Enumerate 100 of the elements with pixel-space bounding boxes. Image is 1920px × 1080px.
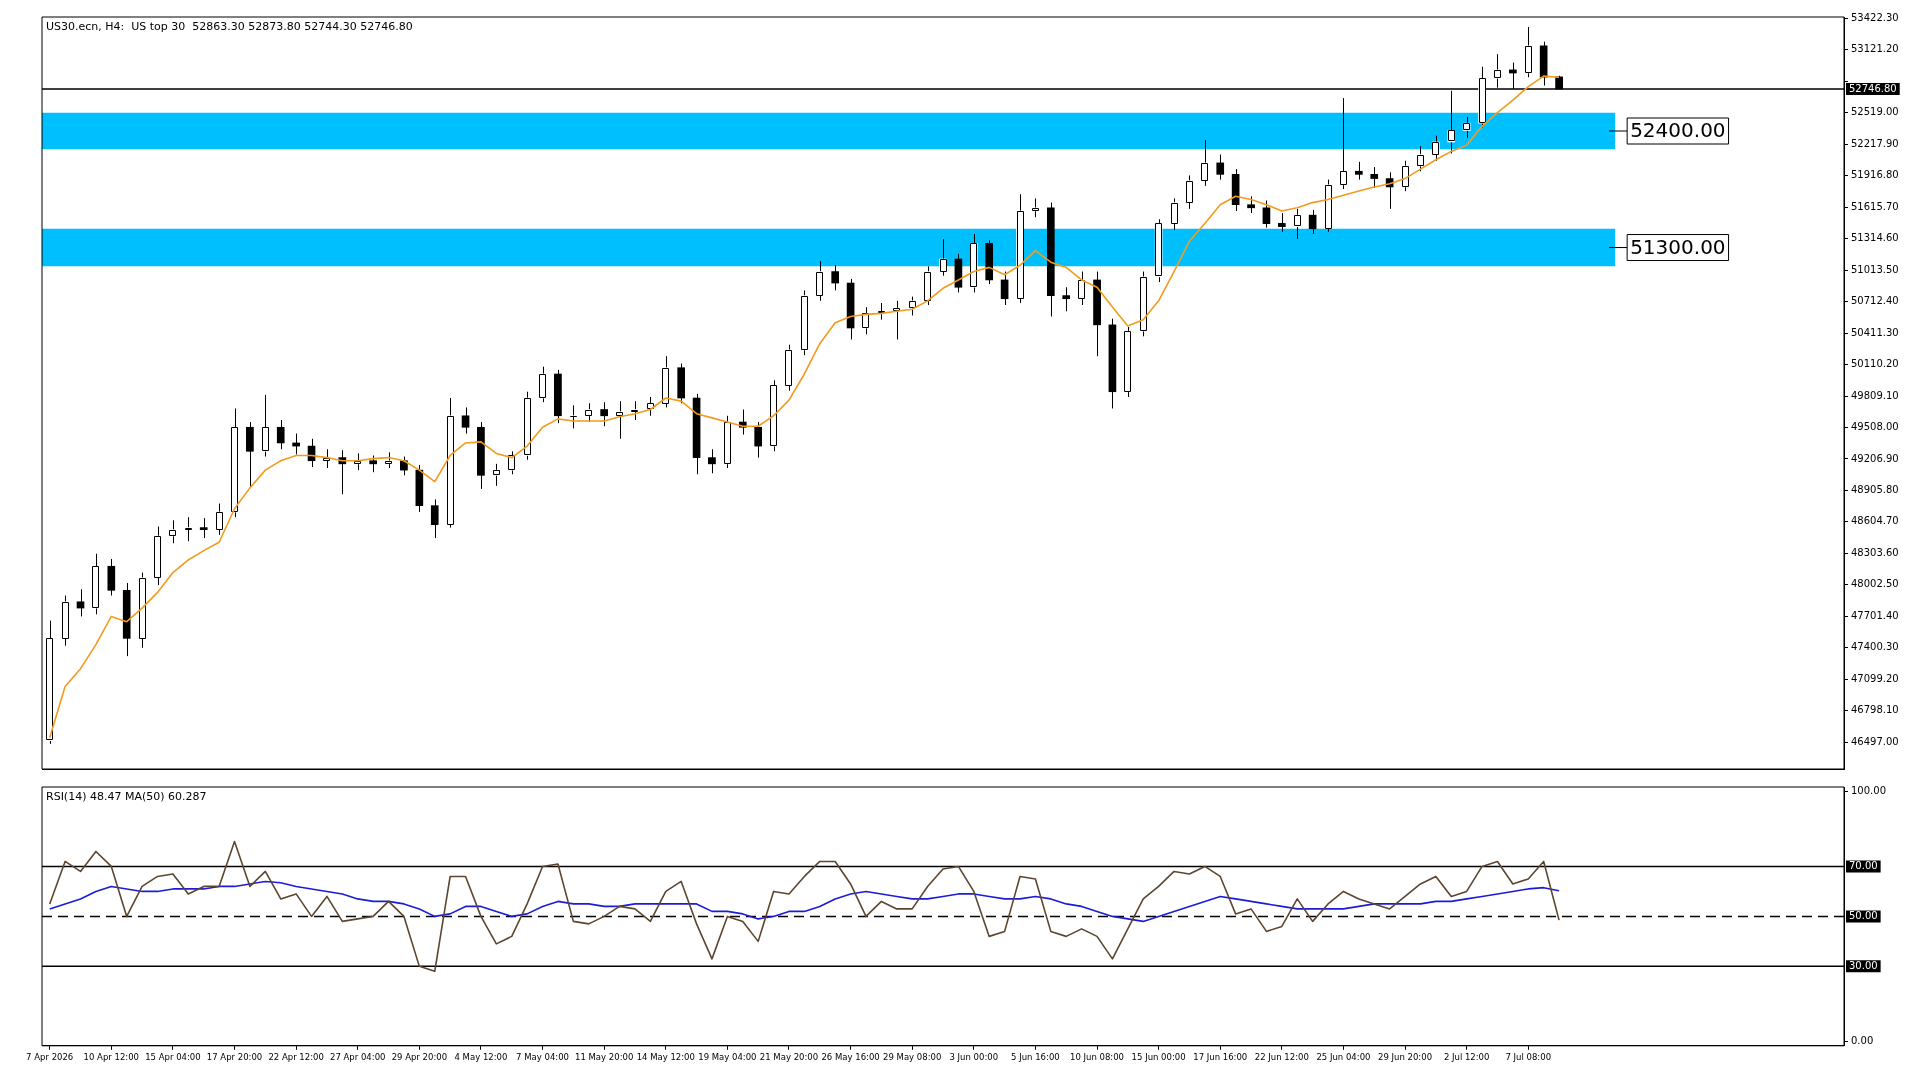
candlestick (631, 400, 639, 421)
y-tick-label: 53422.30 (1851, 12, 1899, 24)
y-tick-label: 51916.80 (1851, 169, 1899, 181)
candlestick (600, 401, 608, 427)
y-tick-label: 46798.10 (1851, 704, 1899, 716)
x-tick-label: 21 May 20:00 (759, 1052, 819, 1063)
x-tick-label: 7 Apr 2026 (26, 1052, 74, 1063)
y-tick-label: 51314.60 (1851, 232, 1899, 244)
y-tick-label: 48002.50 (1851, 578, 1899, 590)
x-tick-label: 11 May 20:00 (575, 1052, 634, 1063)
candlestick (1170, 197, 1178, 231)
candlestick (1432, 135, 1440, 162)
x-tick-label: 7 May 04:00 (516, 1052, 569, 1063)
candlestick (400, 456, 408, 476)
y-tick-label: 51013.50 (1851, 263, 1899, 275)
y-tick-label: 48905.80 (1851, 484, 1899, 496)
candlestick (969, 233, 978, 293)
candlestick (708, 448, 716, 474)
candlestick (45, 620, 54, 745)
candlestick (661, 355, 670, 408)
y-tick-label: 52217.90 (1851, 137, 1899, 149)
x-tick-label: 29 Apr 20:00 (391, 1052, 448, 1063)
candlestick (1216, 154, 1225, 181)
x-tick-label: 29 May 08:00 (883, 1052, 942, 1063)
candlestick (862, 306, 870, 335)
candlestick (908, 296, 917, 316)
x-tick-label: 22 Jun 12:00 (1254, 1052, 1309, 1063)
candlestick (92, 553, 100, 615)
candlestick (815, 260, 824, 302)
y-tick-label: 100.00 (1851, 785, 1886, 797)
y-tick-label: 46497.00 (1851, 735, 1899, 747)
x-tick-label: 15 Apr 04:00 (145, 1052, 201, 1063)
candlestick (276, 419, 285, 450)
x-tick-label: 7 Jul 08:00 (1505, 1052, 1552, 1063)
candlestick (1339, 97, 1348, 190)
candlestick (1262, 200, 1271, 229)
candlestick (76, 588, 85, 617)
x-tick-label: 29 Jun 20:00 (1378, 1052, 1433, 1063)
candlestick (1123, 326, 1132, 398)
candlestick (1077, 271, 1086, 306)
candlestick (246, 421, 254, 489)
candlestick (1462, 116, 1471, 139)
y-tick-label: 48303.60 (1851, 546, 1899, 558)
candlestick (292, 433, 300, 455)
candlestick (184, 516, 193, 542)
candlestick (153, 526, 162, 586)
candlestick (430, 498, 439, 539)
ref-line-label: 70.00 (1849, 860, 1878, 872)
band-label: 51300.00 (1630, 234, 1726, 259)
candlestick (831, 264, 840, 291)
ref-line-label: 30.00 (1849, 959, 1878, 971)
band-label: 52400.00 (1630, 118, 1726, 143)
candlestick (1062, 286, 1071, 312)
candlestick (1401, 160, 1409, 192)
y-tick-label: 47400.30 (1851, 641, 1899, 653)
candlestick (615, 400, 624, 440)
candlestick (939, 238, 947, 277)
y-tick-label: 50411.30 (1851, 326, 1899, 338)
x-tick-label: 15 Jun 00:00 (1131, 1052, 1186, 1063)
candlestick (1293, 208, 1302, 240)
candlestick (1539, 41, 1548, 87)
y-tick-label: 47701.40 (1851, 609, 1899, 621)
candlestick (785, 344, 793, 392)
x-tick-label: 14 May 12:00 (636, 1052, 695, 1063)
candlestick (769, 379, 778, 452)
candlestick (199, 517, 208, 539)
x-tick-label: 4 May 12:00 (454, 1052, 508, 1063)
candlestick (507, 450, 516, 475)
x-tick-label: 17 Apr 20:00 (206, 1052, 263, 1063)
x-tick-label: 2 Jul 12:00 (1443, 1052, 1490, 1063)
y-tick-label: 52519.00 (1851, 106, 1899, 118)
candlestick (230, 407, 239, 518)
candlestick (923, 265, 932, 306)
candlestick (215, 503, 223, 536)
y-tick-label: 49206.90 (1851, 452, 1899, 464)
candlestick (1308, 209, 1317, 235)
candlestick (1370, 166, 1379, 189)
x-tick-label: 3 Jun 00:00 (949, 1052, 999, 1063)
ref-line-label: 50.00 (1849, 909, 1878, 921)
x-tick-label: 19 May 04:00 (698, 1052, 757, 1063)
y-tick-label: 47099.20 (1851, 672, 1899, 684)
chart-title: US30.ecn, H4: US top 30 52863.30 52873.80 52744.30 52746.80 (46, 20, 413, 34)
x-tick-label: 10 Apr 12:00 (83, 1052, 140, 1063)
candlestick (307, 438, 316, 468)
y-tick-label: 50712.40 (1851, 295, 1899, 307)
candlestick (461, 406, 470, 435)
x-tick-label: 22 Apr 12:00 (268, 1052, 324, 1063)
candlestick (1278, 212, 1286, 233)
y-tick-label: 50110.20 (1851, 358, 1899, 370)
y-tick-label: 53121.20 (1851, 43, 1899, 55)
y-tick-label: 0.00 (1851, 1034, 1874, 1046)
x-tick-label: 10 Jun 08:00 (1070, 1052, 1125, 1063)
candlestick (1154, 218, 1163, 283)
chart-title: RSI(14) 48.47 MA(50) 60.287 (46, 790, 207, 804)
x-tick-label: 5 Jun 16:00 (1011, 1052, 1060, 1063)
candlestick (1416, 145, 1425, 172)
y-tick-label: 49508.00 (1851, 421, 1899, 433)
x-tick-label: 26 May 16:00 (821, 1052, 880, 1063)
ref-line-label: 52746.80 (1849, 82, 1897, 94)
x-tick-label: 17 Jun 16:00 (1193, 1052, 1248, 1063)
